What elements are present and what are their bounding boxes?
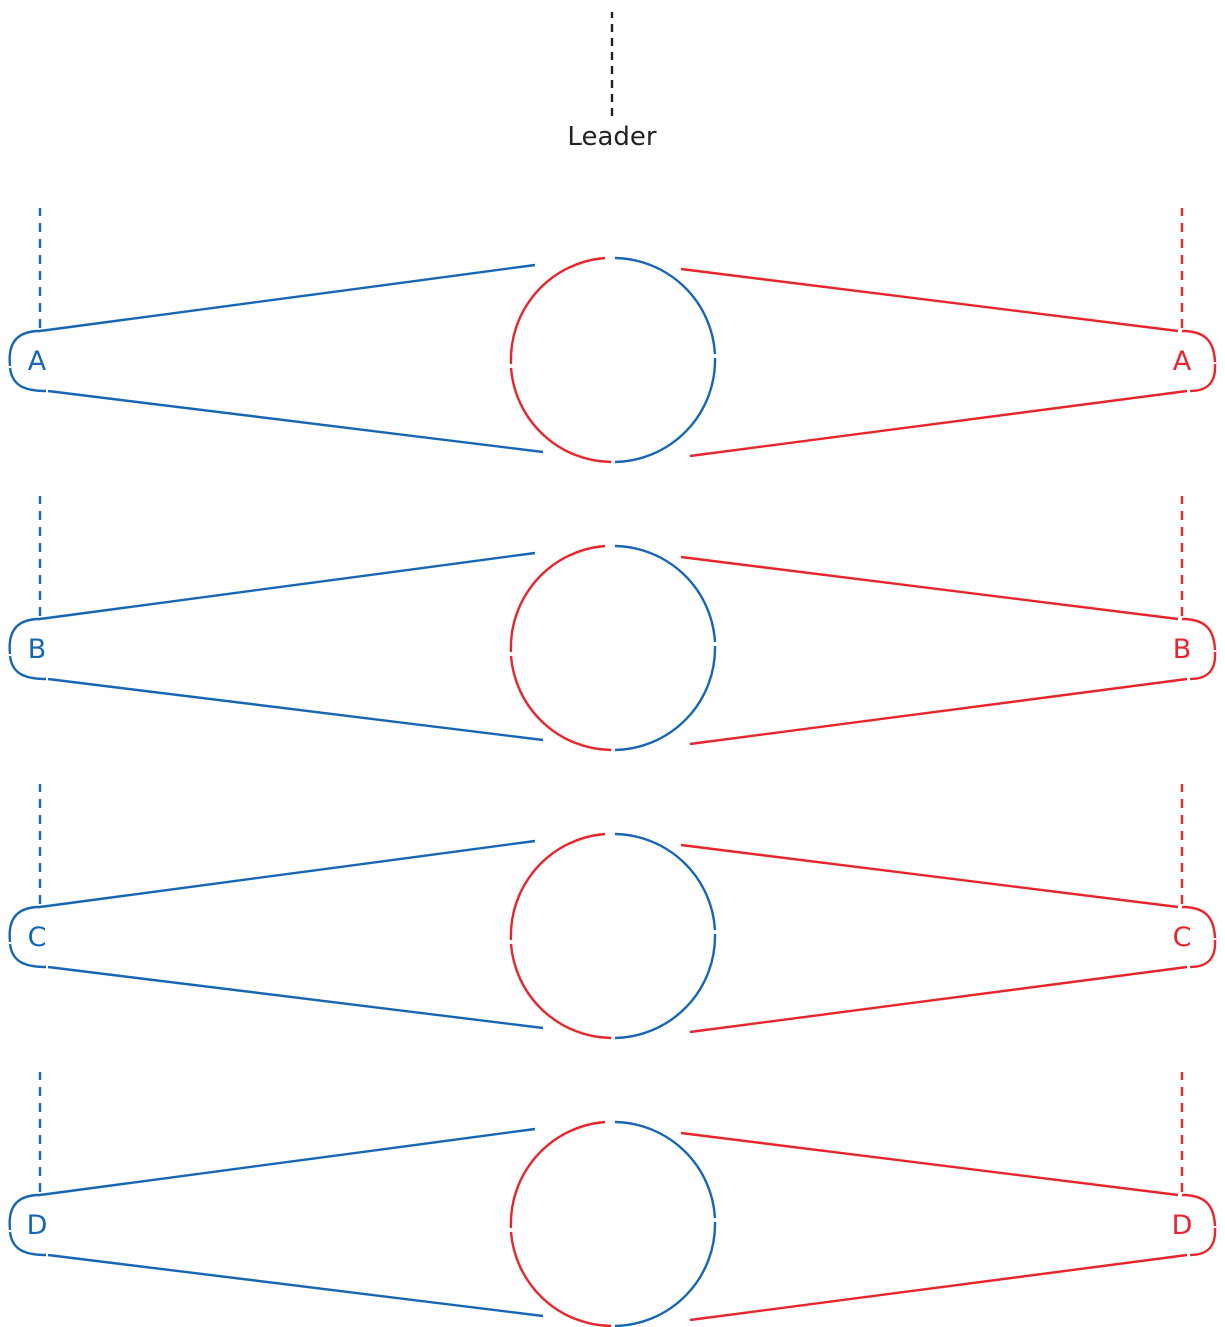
right-lower-arrow [689, 965, 1188, 1034]
left-lower-arrow [47, 965, 544, 1030]
left-loop-bottom-arrow [8, 655, 47, 681]
circle-arc-right-up [614, 357, 717, 464]
circle-arc-bottom-right [509, 1231, 612, 1327]
circle-arc-right-up [614, 1221, 717, 1327]
rows: A AB BC CD D [8, 208, 1217, 1327]
left-upper-arrow [39, 551, 536, 621]
circle-arc-left-down [509, 832, 606, 941]
right-upper-arrow [680, 843, 1179, 909]
left-lower-arrow [47, 1253, 544, 1318]
right-loop-top-arrow [1181, 905, 1217, 939]
left-loop-bottom-arrow [8, 367, 47, 393]
circle-arc-bottom-right [509, 367, 612, 464]
left-upper-arrow [39, 1127, 536, 1197]
right-loop-top-arrow [1181, 329, 1217, 363]
left-lower-arrow [47, 677, 544, 742]
circle-arc-left-down [509, 256, 606, 365]
left-loop-bottom-arrow [8, 943, 47, 969]
right-node-label: B [1173, 634, 1192, 665]
left-loop-top-arrow [8, 329, 41, 367]
right-upper-arrow [680, 1131, 1179, 1197]
circle-arc-left-down [509, 1120, 606, 1229]
left-loop-top-arrow [8, 905, 41, 943]
left-lower-arrow [47, 389, 544, 454]
circle-arc-right-up [614, 645, 717, 752]
right-lower-arrow [689, 1253, 1188, 1322]
left-upper-arrow [39, 263, 536, 333]
circle-arc-left-down [509, 544, 606, 653]
right-loop-bottom-arrow [1189, 939, 1217, 969]
right-loop-bottom-arrow [1189, 1227, 1217, 1257]
right-node-label: A [1173, 346, 1192, 377]
right-loop-top-arrow [1181, 617, 1217, 651]
left-node-label: B [28, 634, 47, 665]
right-lower-arrow [689, 389, 1188, 458]
left-node-label: A [28, 346, 47, 377]
right-upper-arrow [680, 267, 1179, 333]
right-upper-arrow [680, 555, 1179, 621]
circle-arc-top-left [614, 832, 717, 931]
leader-group: Leader [567, 12, 657, 152]
right-node-label: D [1172, 1210, 1193, 1241]
circle-arc-top-left [614, 544, 717, 643]
right-loop-top-arrow [1181, 1193, 1217, 1227]
circle-arc-bottom-right [509, 655, 612, 752]
left-loop-top-arrow [8, 617, 41, 655]
circle-arc-right-up [614, 933, 717, 1040]
right-loop-bottom-arrow [1189, 651, 1217, 681]
left-loop-top-arrow [8, 1193, 41, 1231]
right-lower-arrow [689, 677, 1188, 746]
left-upper-arrow [39, 839, 536, 909]
circle-arc-top-left [614, 1120, 717, 1219]
circle-arc-top-left [614, 256, 717, 355]
leader-label: Leader [567, 122, 656, 152]
left-node-label: D [27, 1210, 48, 1241]
left-loop-bottom-arrow [8, 1231, 47, 1257]
circle-arc-bottom-right [509, 943, 612, 1040]
right-node-label: C [1173, 922, 1192, 953]
left-node-label: C [28, 922, 47, 953]
right-loop-bottom-arrow [1189, 363, 1217, 393]
